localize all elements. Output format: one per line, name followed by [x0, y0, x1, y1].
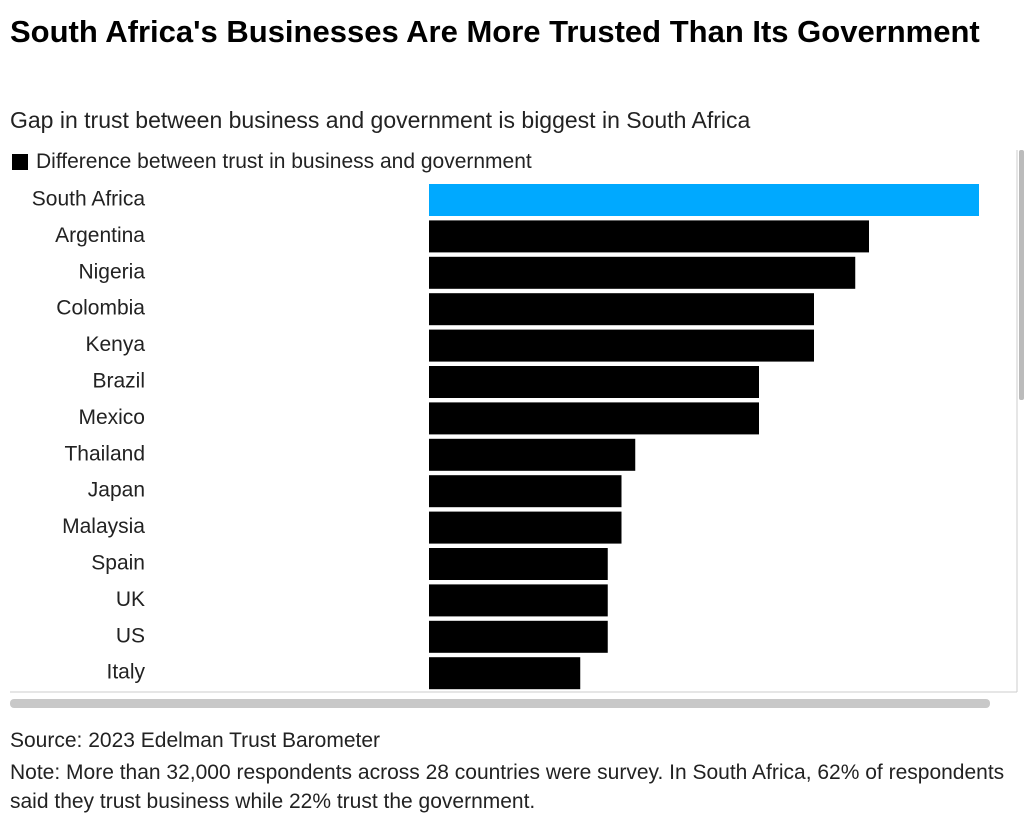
y-tick-label: US [116, 624, 145, 647]
source: Source: 2023 Edelman Trust Barometer [10, 729, 381, 752]
y-tick-label: Italy [106, 661, 145, 684]
bar [429, 402, 759, 435]
y-tick-label: Malaysia [62, 515, 145, 538]
bar [429, 511, 622, 544]
y-tick-label: Kenya [85, 333, 145, 356]
bar [429, 584, 608, 617]
y-tick-label: South Africa [32, 188, 146, 211]
y-tick-label: Nigeria [78, 260, 145, 283]
bar [429, 184, 979, 216]
chart-title: South Africa's Businesses Are More Trust… [10, 14, 980, 49]
y-tick-label: Spain [91, 552, 145, 575]
bar [429, 329, 814, 362]
bar [429, 548, 608, 580]
y-tick-label: Brazil [92, 370, 145, 393]
bar [429, 220, 869, 253]
scrollbar[interactable] [10, 699, 990, 708]
bar [429, 657, 581, 690]
bar [429, 438, 636, 471]
note: Note: More than 32,000 respondents acros… [10, 761, 1005, 813]
bar [429, 256, 856, 289]
chart: South Africa Argentina Nigeria Colombia Keny… [10, 150, 1024, 708]
y-tick-label: Thailand [64, 442, 145, 465]
legend-swatch [12, 154, 28, 170]
bar [429, 620, 608, 653]
chart-subtitle: Gap in trust between business and govern… [10, 107, 751, 133]
bar [429, 475, 622, 508]
y-tick-label: Argentina [55, 224, 145, 247]
y-tick-label: Colombia [56, 297, 145, 320]
legend-label: Difference between trust in business and… [36, 150, 532, 173]
scrollbar[interactable] [1019, 150, 1024, 400]
y-tick-label: Mexico [78, 406, 145, 429]
legend: Difference between trust in business and… [12, 150, 532, 174]
y-tick-label: UK [116, 588, 145, 611]
y-tick-label: Japan [88, 479, 145, 502]
bar [429, 366, 759, 398]
bar [429, 293, 814, 326]
